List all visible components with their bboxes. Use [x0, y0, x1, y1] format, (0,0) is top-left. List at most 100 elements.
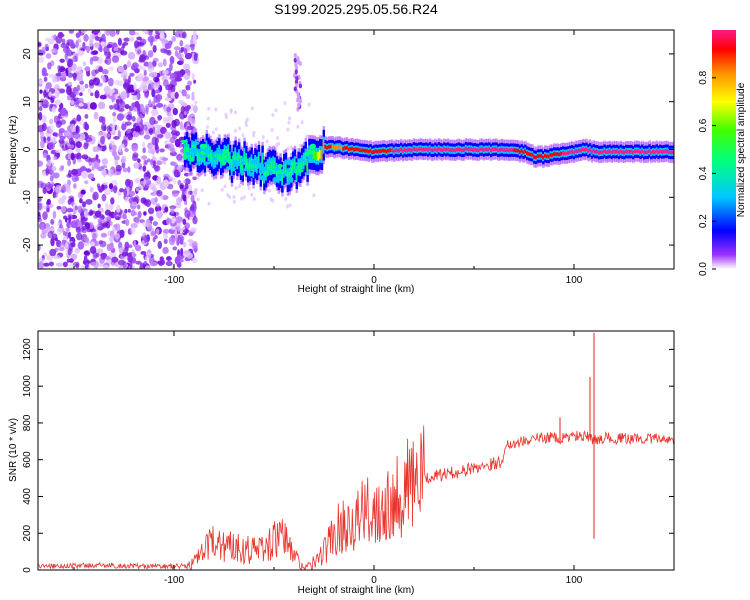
ridge-core — [430, 148, 433, 153]
noise-speckle — [122, 213, 127, 220]
noise-speckle — [170, 206, 175, 214]
noise-speckle — [174, 256, 181, 265]
noise-speckle — [76, 38, 82, 43]
spectrogram-x-label: Height of straight line (km) — [298, 284, 415, 295]
ridge-core — [376, 149, 379, 154]
noise-speckle — [56, 227, 63, 235]
noise-speckle — [108, 66, 114, 71]
noise-speckle — [295, 76, 299, 81]
noise-speckle — [134, 67, 140, 74]
ridge-core — [436, 148, 439, 153]
ridge-core — [625, 149, 628, 154]
colorbar-tick-label: 0.4 — [698, 166, 709, 180]
noise-speckle — [123, 81, 130, 89]
noise-speckle — [117, 53, 122, 58]
ridge-core — [653, 150, 657, 155]
noise-speckle — [101, 193, 107, 202]
ridge-core — [403, 148, 406, 152]
noise-speckle — [165, 116, 172, 124]
ridge-core — [319, 150, 322, 159]
noise-speckle — [194, 187, 198, 192]
noise-speckle — [145, 199, 152, 208]
noise-speckle — [271, 113, 275, 118]
noise-speckle — [100, 135, 106, 145]
noise-speckle — [157, 240, 163, 250]
noise-speckle — [265, 139, 269, 144]
noise-speckle — [104, 209, 112, 216]
noise-speckle — [107, 169, 114, 178]
noise-speckle — [76, 114, 82, 122]
noise-speckle — [142, 179, 147, 186]
noise-speckle — [156, 134, 164, 138]
noise-speckle — [172, 246, 178, 251]
noise-speckle — [70, 120, 77, 125]
noise-speckle — [44, 85, 49, 92]
ridge-core — [648, 149, 651, 153]
ridge-core — [484, 147, 487, 152]
noise-speckle — [206, 116, 210, 121]
ridge-core — [412, 147, 415, 151]
noise-speckle — [101, 158, 109, 165]
noise-speckle — [286, 127, 290, 132]
noise-speckle — [119, 150, 124, 156]
noise-speckle — [111, 256, 119, 263]
noise-speckle — [172, 177, 177, 185]
noise-speckle — [40, 223, 45, 231]
noise-speckle — [182, 31, 187, 39]
noise-speckle — [75, 125, 81, 134]
noise-speckle — [113, 136, 120, 140]
ridge-core — [567, 150, 570, 155]
ridge-core — [466, 147, 469, 152]
spectrogram-content — [38, 30, 674, 269]
noise-speckle — [300, 120, 304, 125]
noise-speckle — [110, 197, 115, 205]
ridge-core — [268, 160, 271, 170]
noise-speckle — [84, 180, 89, 185]
ridge-blob — [298, 157, 306, 163]
noise-speckle — [92, 191, 99, 201]
noise-speckle — [85, 199, 93, 205]
x-tick-label: 100 — [566, 275, 583, 286]
ridge-core — [632, 150, 635, 155]
ridge-core — [533, 155, 536, 159]
ridge-core — [517, 148, 520, 153]
noise-speckle — [57, 222, 61, 226]
noise-speckle — [65, 86, 72, 96]
noise-speckle — [63, 215, 68, 220]
colorbar-tick-label: 0.8 — [698, 70, 709, 84]
ridge-core — [657, 150, 660, 155]
ridge-core — [637, 149, 640, 154]
noise-speckle — [252, 196, 256, 201]
ridge-core — [211, 153, 214, 163]
noise-speckle — [92, 77, 101, 86]
ridge-core — [292, 162, 295, 172]
noise-speckle — [73, 76, 77, 81]
y-tick-label: 1200 — [22, 338, 33, 361]
ridge-core — [241, 162, 244, 171]
noise-speckle — [296, 92, 300, 98]
noise-speckle — [191, 257, 198, 264]
noise-speckle — [220, 187, 224, 192]
noise-speckle — [186, 252, 193, 259]
ridge-core — [419, 146, 423, 151]
noise-speckle — [232, 194, 236, 199]
ridge-core — [239, 160, 243, 169]
noise-speckle — [52, 132, 58, 137]
noise-speckle — [147, 158, 151, 163]
noise-speckle — [75, 141, 82, 148]
ridge-blob — [297, 169, 304, 173]
noise-speckle — [183, 111, 187, 116]
noise-speckle — [84, 83, 89, 89]
ridge-core — [437, 146, 441, 151]
ridge-core — [313, 150, 316, 160]
noise-speckle — [70, 100, 75, 106]
ridge-core — [644, 150, 648, 155]
ridge-core — [230, 163, 234, 172]
ridge-core — [421, 147, 424, 152]
noise-speckle — [132, 95, 138, 101]
noise-speckle — [109, 104, 114, 110]
noise-speckle — [182, 229, 190, 234]
noise-speckle — [70, 168, 78, 176]
ridge-core — [398, 148, 401, 153]
ridge-core — [607, 149, 610, 154]
